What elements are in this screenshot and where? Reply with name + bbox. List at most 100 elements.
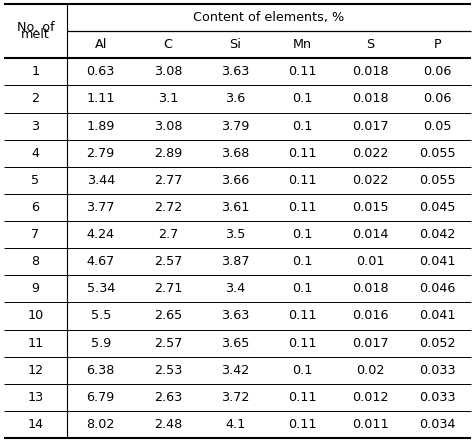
Text: P: P [433, 38, 441, 51]
Text: 6: 6 [32, 201, 39, 214]
Text: 2.72: 2.72 [154, 201, 182, 214]
Text: 2.65: 2.65 [154, 309, 182, 322]
Text: 2.7: 2.7 [158, 228, 178, 241]
Text: S: S [366, 38, 374, 51]
Text: Si: Si [229, 38, 241, 51]
Text: 3.1: 3.1 [158, 92, 178, 106]
Text: 13: 13 [27, 391, 44, 404]
Text: 2.48: 2.48 [154, 418, 182, 431]
Text: 0.05: 0.05 [423, 120, 452, 133]
Text: 5: 5 [31, 174, 40, 187]
Text: melt: melt [21, 28, 50, 41]
Text: 0.055: 0.055 [419, 147, 456, 160]
Text: 0.11: 0.11 [289, 418, 317, 431]
Text: 0.014: 0.014 [352, 228, 388, 241]
Text: 0.1: 0.1 [292, 282, 313, 295]
Text: 3.08: 3.08 [154, 120, 182, 133]
Text: Content of elements, %: Content of elements, % [193, 11, 345, 24]
Text: 3: 3 [31, 120, 40, 133]
Text: 3.72: 3.72 [221, 391, 249, 404]
Text: 3.66: 3.66 [221, 174, 249, 187]
Text: 3.6: 3.6 [225, 92, 246, 106]
Text: 3.42: 3.42 [221, 364, 249, 377]
Text: 0.1: 0.1 [292, 228, 313, 241]
Text: 0.011: 0.011 [352, 418, 388, 431]
Text: 8.02: 8.02 [87, 418, 115, 431]
Text: 0.02: 0.02 [356, 364, 384, 377]
Text: 0.018: 0.018 [352, 282, 388, 295]
Text: 2.57: 2.57 [154, 255, 182, 268]
Text: 0.022: 0.022 [352, 174, 388, 187]
Text: 4.67: 4.67 [87, 255, 115, 268]
Text: 0.012: 0.012 [352, 391, 388, 404]
Text: 1.11: 1.11 [86, 92, 115, 106]
Text: 2.79: 2.79 [87, 147, 115, 160]
Text: 2.77: 2.77 [154, 174, 182, 187]
Text: 0.046: 0.046 [419, 282, 456, 295]
Text: 0.034: 0.034 [419, 418, 456, 431]
Text: 0.055: 0.055 [419, 174, 456, 187]
Text: 0.01: 0.01 [356, 255, 384, 268]
Text: 0.11: 0.11 [289, 174, 317, 187]
Text: 0.015: 0.015 [352, 201, 388, 214]
Text: 3.4: 3.4 [225, 282, 246, 295]
Text: 0.11: 0.11 [289, 309, 317, 322]
Text: 3.87: 3.87 [221, 255, 250, 268]
Text: Mn: Mn [293, 38, 312, 51]
Text: 3.63: 3.63 [221, 65, 249, 78]
Text: No. of: No. of [17, 21, 55, 34]
Text: 3.65: 3.65 [221, 336, 249, 350]
Text: 12: 12 [27, 364, 44, 377]
Text: 2.53: 2.53 [154, 364, 182, 377]
Text: 9: 9 [32, 282, 39, 295]
Text: C: C [164, 38, 173, 51]
Text: 14: 14 [27, 418, 44, 431]
Text: 2.63: 2.63 [154, 391, 182, 404]
Text: 4.1: 4.1 [225, 418, 246, 431]
Text: 0.052: 0.052 [419, 336, 456, 350]
Text: 2: 2 [32, 92, 39, 106]
Text: 1: 1 [31, 65, 40, 78]
Text: 10: 10 [27, 309, 44, 322]
Text: 3.5: 3.5 [225, 228, 246, 241]
Text: 0.016: 0.016 [352, 309, 388, 322]
Text: 2.57: 2.57 [154, 336, 182, 350]
Text: 5.5: 5.5 [91, 309, 111, 322]
Text: 11: 11 [27, 336, 44, 350]
Text: 0.11: 0.11 [289, 201, 317, 214]
Text: 0.041: 0.041 [419, 255, 456, 268]
Text: 5.9: 5.9 [91, 336, 111, 350]
Text: 4.24: 4.24 [87, 228, 115, 241]
Text: 3.63: 3.63 [221, 309, 249, 322]
Text: 2.71: 2.71 [154, 282, 182, 295]
Text: 1.89: 1.89 [87, 120, 115, 133]
Text: 0.11: 0.11 [289, 65, 317, 78]
Text: 0.018: 0.018 [352, 65, 388, 78]
Text: 2.89: 2.89 [154, 147, 182, 160]
Text: 0.63: 0.63 [87, 65, 115, 78]
Text: 3.08: 3.08 [154, 65, 182, 78]
Text: 0.1: 0.1 [292, 120, 313, 133]
Text: 0.017: 0.017 [352, 336, 388, 350]
Text: 0.1: 0.1 [292, 364, 313, 377]
Text: 0.045: 0.045 [419, 201, 456, 214]
Text: 6.79: 6.79 [87, 391, 115, 404]
Text: 0.1: 0.1 [292, 255, 313, 268]
Text: 6.38: 6.38 [87, 364, 115, 377]
Text: 0.06: 0.06 [423, 92, 452, 106]
Text: 3.68: 3.68 [221, 147, 249, 160]
Text: 0.018: 0.018 [352, 92, 388, 106]
Text: 3.77: 3.77 [86, 201, 115, 214]
Text: 0.06: 0.06 [423, 65, 452, 78]
Text: 0.017: 0.017 [352, 120, 388, 133]
Text: 4: 4 [32, 147, 39, 160]
Text: 0.033: 0.033 [419, 391, 456, 404]
Text: 0.11: 0.11 [289, 391, 317, 404]
Text: 0.11: 0.11 [289, 147, 317, 160]
Text: 3.79: 3.79 [221, 120, 249, 133]
Text: Al: Al [94, 38, 107, 51]
Text: 0.022: 0.022 [352, 147, 388, 160]
Text: 8: 8 [31, 255, 40, 268]
Text: 7: 7 [31, 228, 40, 241]
Text: 5.34: 5.34 [87, 282, 115, 295]
